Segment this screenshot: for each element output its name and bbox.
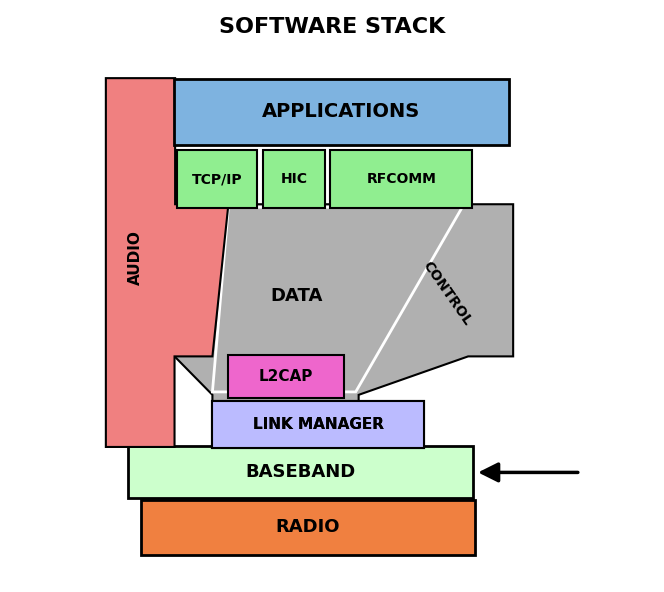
Text: CONTROL: CONTROL xyxy=(420,258,475,328)
Text: LINK MANAGER: LINK MANAGER xyxy=(252,417,384,432)
Text: APPLICATIONS: APPLICATIONS xyxy=(262,102,420,121)
Text: RFCOMM: RFCOMM xyxy=(367,172,436,186)
Bar xyxy=(228,355,344,398)
Text: SOFTWARE STACK: SOFTWARE STACK xyxy=(219,17,445,37)
Bar xyxy=(141,500,475,555)
Polygon shape xyxy=(175,204,513,406)
Bar xyxy=(174,79,509,145)
Polygon shape xyxy=(106,78,228,447)
Text: L2CAP: L2CAP xyxy=(259,369,313,384)
Bar xyxy=(264,150,325,208)
Bar xyxy=(212,401,424,448)
Bar xyxy=(212,401,424,448)
Text: DATA: DATA xyxy=(270,287,323,305)
Text: TCP/IP: TCP/IP xyxy=(192,172,242,186)
Text: HIC: HIC xyxy=(281,172,308,186)
Bar xyxy=(330,150,472,208)
Text: BASEBAND: BASEBAND xyxy=(245,464,355,481)
Bar xyxy=(127,446,473,498)
Text: AUDIO: AUDIO xyxy=(128,230,143,285)
Text: LINK MANAGER: LINK MANAGER xyxy=(252,417,384,432)
Polygon shape xyxy=(212,207,462,392)
Text: RADIO: RADIO xyxy=(276,518,340,536)
Bar xyxy=(177,150,258,208)
